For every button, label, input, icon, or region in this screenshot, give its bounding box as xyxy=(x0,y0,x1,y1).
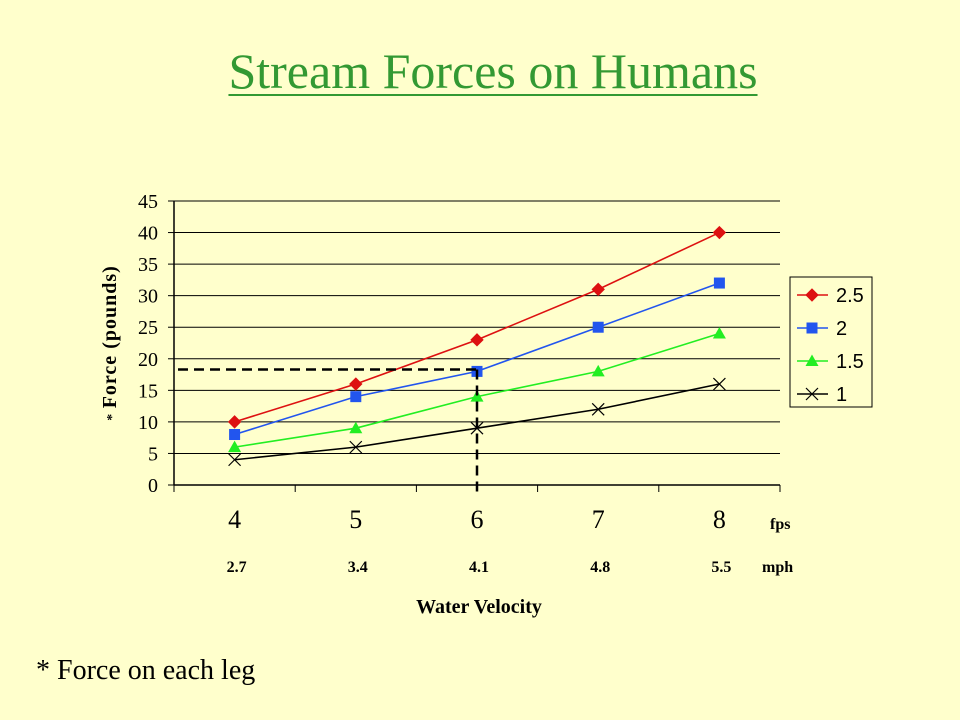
legend-label: 2.5 xyxy=(836,285,864,307)
x-tick-label: 4 xyxy=(228,505,241,534)
legend-label: 1.5 xyxy=(836,351,864,373)
data-point-series-3 xyxy=(470,421,484,435)
data-point-series-0 xyxy=(227,415,242,429)
y-tick-label: 35 xyxy=(138,254,158,276)
data-point-series-0 xyxy=(470,333,484,347)
y-tick-label: 15 xyxy=(138,380,158,402)
x-secondary-tick-label: 2.7 xyxy=(227,559,247,576)
data-point-series-1 xyxy=(350,391,362,403)
x-tick-label: 5 xyxy=(349,505,362,534)
slide-title: Stream Forces on Humans xyxy=(228,43,758,99)
x-secondary-tick-label: 4.1 xyxy=(469,559,489,576)
y-tick-label: 5 xyxy=(148,443,158,465)
x-tick-label: 6 xyxy=(471,505,484,534)
legend-marker xyxy=(805,354,819,366)
y-tick-label: 10 xyxy=(138,412,158,434)
data-point-series-2 xyxy=(591,364,605,377)
y-tick-label: 20 xyxy=(138,349,158,371)
data-point-series-0 xyxy=(712,225,727,240)
data-point-series-3 xyxy=(349,440,363,454)
x-tick-label: 8 xyxy=(713,505,726,534)
y-tick-label: 45 xyxy=(138,191,158,213)
data-point-series-1 xyxy=(713,277,725,289)
footnote: * Force on each leg xyxy=(36,655,256,686)
x-secondary-tick-label: 4.8 xyxy=(590,559,610,576)
legend-label: 1 xyxy=(836,384,847,406)
data-point-series-3 xyxy=(228,453,242,467)
data-point-series-0 xyxy=(591,282,605,297)
y-tick-label: 25 xyxy=(138,317,158,339)
legend-marker xyxy=(806,322,818,334)
y-axis-label: * Force (pounds) xyxy=(99,265,121,421)
x-axis-label: Water Velocity xyxy=(416,596,542,618)
data-point-series-2 xyxy=(470,390,484,402)
legend-marker xyxy=(805,288,819,302)
data-point-series-3 xyxy=(591,402,605,416)
x-unit-fps: fps xyxy=(770,516,790,533)
y-tick-label: 40 xyxy=(138,223,158,245)
data-point-series-0 xyxy=(349,377,363,391)
data-point-series-2 xyxy=(228,440,242,453)
data-point-series-1 xyxy=(229,429,241,441)
x-unit-mph: mph xyxy=(762,559,793,576)
y-tick-label: 30 xyxy=(138,286,158,308)
legend-label: 2 xyxy=(836,318,847,340)
legend-marker xyxy=(805,387,819,401)
data-point-series-2 xyxy=(712,327,726,339)
legend xyxy=(789,276,873,408)
data-point-series-2 xyxy=(349,421,363,434)
x-secondary-tick-label: 3.4 xyxy=(348,559,368,576)
x-secondary-tick-label: 5.5 xyxy=(711,559,731,576)
y-tick-label: 0 xyxy=(148,475,158,497)
data-point-series-1 xyxy=(592,321,604,333)
x-tick-label: 7 xyxy=(592,505,605,534)
data-point-series-3 xyxy=(712,377,726,391)
